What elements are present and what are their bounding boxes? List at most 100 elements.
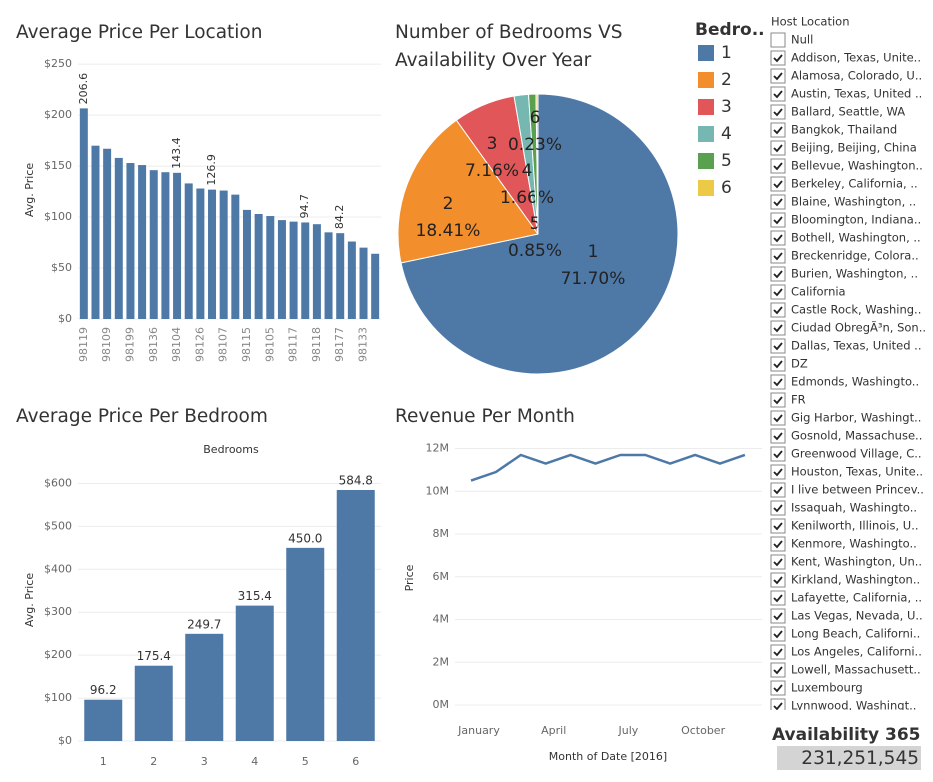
checkbox[interactable] — [770, 212, 786, 228]
filter-item[interactable]: Gosnold, Massachuse.. — [791, 429, 922, 443]
filter-item[interactable]: Houston, Texas, Unite.. — [791, 465, 923, 479]
filter-item[interactable]: California — [791, 285, 846, 299]
filter-item[interactable]: Bellevue, Washington.. — [791, 159, 923, 173]
checkbox[interactable] — [770, 590, 786, 606]
filter-item[interactable]: Castle Rock, Washing.. — [791, 303, 921, 317]
checkbox[interactable] — [770, 572, 786, 588]
checkbox[interactable] — [770, 104, 786, 120]
filter-item[interactable]: Blaine, Washington, .. — [791, 195, 916, 209]
checkbox[interactable] — [770, 140, 786, 156]
checkbox[interactable] — [770, 644, 786, 660]
filter-item[interactable]: Alamosa, Colorado, U.. — [791, 69, 922, 83]
filter-item[interactable]: Bangkok, Thailand — [791, 123, 897, 137]
bar — [254, 213, 263, 319]
checkbox[interactable] — [770, 158, 786, 174]
bar — [185, 633, 224, 741]
checkbox[interactable] — [770, 662, 786, 678]
filter-item[interactable]: DZ — [791, 357, 808, 371]
filter-item[interactable]: Dallas, Texas, United .. — [791, 339, 922, 353]
bar — [289, 221, 298, 319]
checkbox[interactable] — [770, 482, 786, 498]
checkbox[interactable] — [770, 680, 786, 696]
filter-item[interactable]: Addison, Texas, Unite.. — [791, 51, 921, 65]
bar — [347, 241, 356, 319]
filter-item[interactable]: Greenwood Village, C.. — [791, 447, 922, 461]
slice-value: 0.85% — [508, 241, 562, 261]
checkbox[interactable] — [770, 32, 786, 48]
y-tick-label: 0M — [433, 698, 450, 711]
legend-swatch — [698, 45, 714, 61]
checkbox[interactable] — [770, 122, 786, 138]
filter-item[interactable]: Lafayette, California, .. — [791, 591, 922, 605]
filter-item[interactable]: Bloomington, Indiana.. — [791, 213, 921, 227]
filter-item[interactable]: I live between Princev.. — [791, 483, 924, 497]
filter-item[interactable]: Austin, Texas, United .. — [791, 87, 922, 101]
bar — [312, 224, 321, 319]
checkmark — [773, 666, 783, 675]
checkbox[interactable] — [770, 194, 786, 210]
checkbox[interactable] — [770, 50, 786, 66]
checkbox[interactable] — [770, 536, 786, 552]
filter-item[interactable]: Luxembourg — [791, 681, 863, 695]
checkbox[interactable] — [770, 554, 786, 570]
checkbox[interactable] — [770, 392, 786, 408]
filter-item[interactable]: Issaquah, Washingto.. — [791, 501, 917, 515]
bar — [219, 190, 228, 319]
checkbox[interactable] — [770, 86, 786, 102]
filter-item[interactable]: Null — [791, 33, 813, 47]
checkbox[interactable] — [770, 518, 786, 534]
checkbox[interactable] — [770, 626, 786, 642]
checkbox[interactable] — [770, 608, 786, 624]
checkbox[interactable] — [770, 464, 786, 480]
checkbox[interactable] — [770, 302, 786, 318]
filter-item[interactable]: Kent, Washington, Un.. — [791, 555, 922, 569]
checkbox[interactable] — [770, 338, 786, 354]
checkbox[interactable] — [770, 410, 786, 426]
checkbox[interactable] — [770, 320, 786, 336]
filter-item[interactable]: Bothell, Washington, .. — [791, 231, 921, 245]
filter-item[interactable]: Kirkland, Washington.. — [791, 573, 920, 587]
checkbox[interactable] — [770, 446, 786, 462]
filter-item[interactable]: Gig Harbor, Washingt.. — [791, 411, 921, 425]
filter-item[interactable]: Kenmore, Washingto.. — [791, 537, 917, 551]
y-tick-label: 4M — [433, 613, 450, 626]
filter-item[interactable]: Lowell, Massachusett.. — [791, 663, 921, 677]
x-tick-label: 98136 — [147, 327, 160, 362]
checkbox[interactable] — [770, 374, 786, 390]
checkbox[interactable] — [770, 176, 786, 192]
bar — [277, 220, 286, 319]
filter-item[interactable]: Las Vegas, Nevada, U.. — [791, 609, 923, 623]
checkbox[interactable] — [770, 500, 786, 516]
filter-item[interactable]: Burien, Washington, .. — [791, 267, 918, 281]
filter-item[interactable]: Los Angeles, Californi.. — [791, 645, 922, 659]
filter-item[interactable]: Kenilworth, Illinois, U.. — [791, 519, 919, 533]
filter-item[interactable]: Lynnwood, Washingt.. — [791, 699, 916, 713]
bar — [138, 165, 147, 319]
x-tick-label: 98107 — [217, 327, 230, 362]
checkmark — [773, 450, 783, 459]
filter-item[interactable]: Ciudad ObregÃ³n, Son.. — [791, 320, 926, 335]
checkbox[interactable] — [770, 68, 786, 84]
checkbox[interactable] — [770, 248, 786, 264]
filter-item[interactable]: Ballard, Seattle, WA — [791, 105, 905, 119]
filter-item[interactable]: Long Beach, Californi.. — [791, 627, 920, 641]
data-label: 143.4 — [170, 137, 183, 169]
y-tick-label: $100 — [44, 210, 72, 223]
filter-item[interactable]: Breckenridge, Colora.. — [791, 249, 919, 263]
y-tick-label: $250 — [44, 57, 72, 70]
filter-item[interactable]: Berkeley, California, .. — [791, 177, 918, 191]
checkmark — [773, 360, 783, 369]
bar — [336, 489, 375, 741]
checkbox[interactable] — [770, 698, 786, 713]
y-tick-label: 10M — [426, 484, 450, 497]
checkbox[interactable] — [770, 356, 786, 372]
filter-item[interactable]: Edmonds, Washingto.. — [791, 375, 919, 389]
checkbox[interactable] — [770, 230, 786, 246]
checkbox[interactable] — [770, 284, 786, 300]
slice-label: 2 — [443, 194, 454, 214]
checkbox[interactable] — [770, 428, 786, 444]
filter-item[interactable]: FR — [791, 393, 806, 407]
checkbox[interactable] — [770, 266, 786, 282]
filter-item[interactable]: Beijing, Beijing, China — [791, 141, 917, 155]
